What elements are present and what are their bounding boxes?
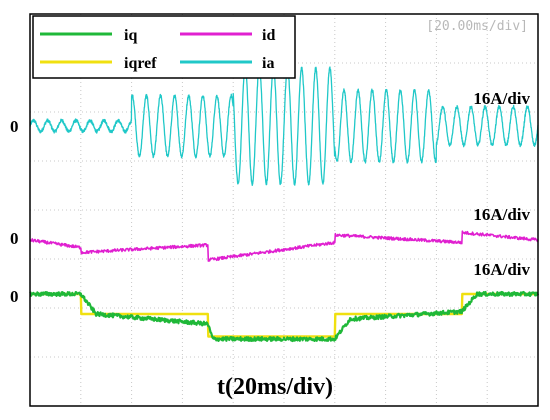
zero-label-ia: 0 — [10, 117, 19, 136]
trace-iq — [29, 290, 540, 343]
scale-label-id: 16A/div — [473, 205, 530, 224]
zero-label-iq: 0 — [10, 287, 19, 306]
legend-label-iqref: iqref — [124, 55, 157, 72]
trace-ia — [29, 66, 539, 187]
scale-label-iq: 16A/div — [473, 260, 530, 279]
plot-frame — [29, 13, 539, 407]
zero-label-id: 0 — [10, 229, 19, 248]
trace-id — [29, 230, 539, 262]
traces — [29, 66, 540, 343]
trace-iqref — [30, 292, 538, 338]
legend: iq id iqref ia — [32, 15, 296, 79]
legend-label-id: id — [262, 27, 275, 44]
scale-label-ia: 16A/div — [473, 89, 530, 108]
legend-box — [32, 15, 296, 79]
legend-label-iq: iq — [124, 27, 137, 44]
legend-label-ia: ia — [262, 55, 274, 72]
x-axis-label: t(20ms/div) — [217, 374, 333, 400]
timebase-readout: [20.00ms/div] — [426, 19, 528, 34]
